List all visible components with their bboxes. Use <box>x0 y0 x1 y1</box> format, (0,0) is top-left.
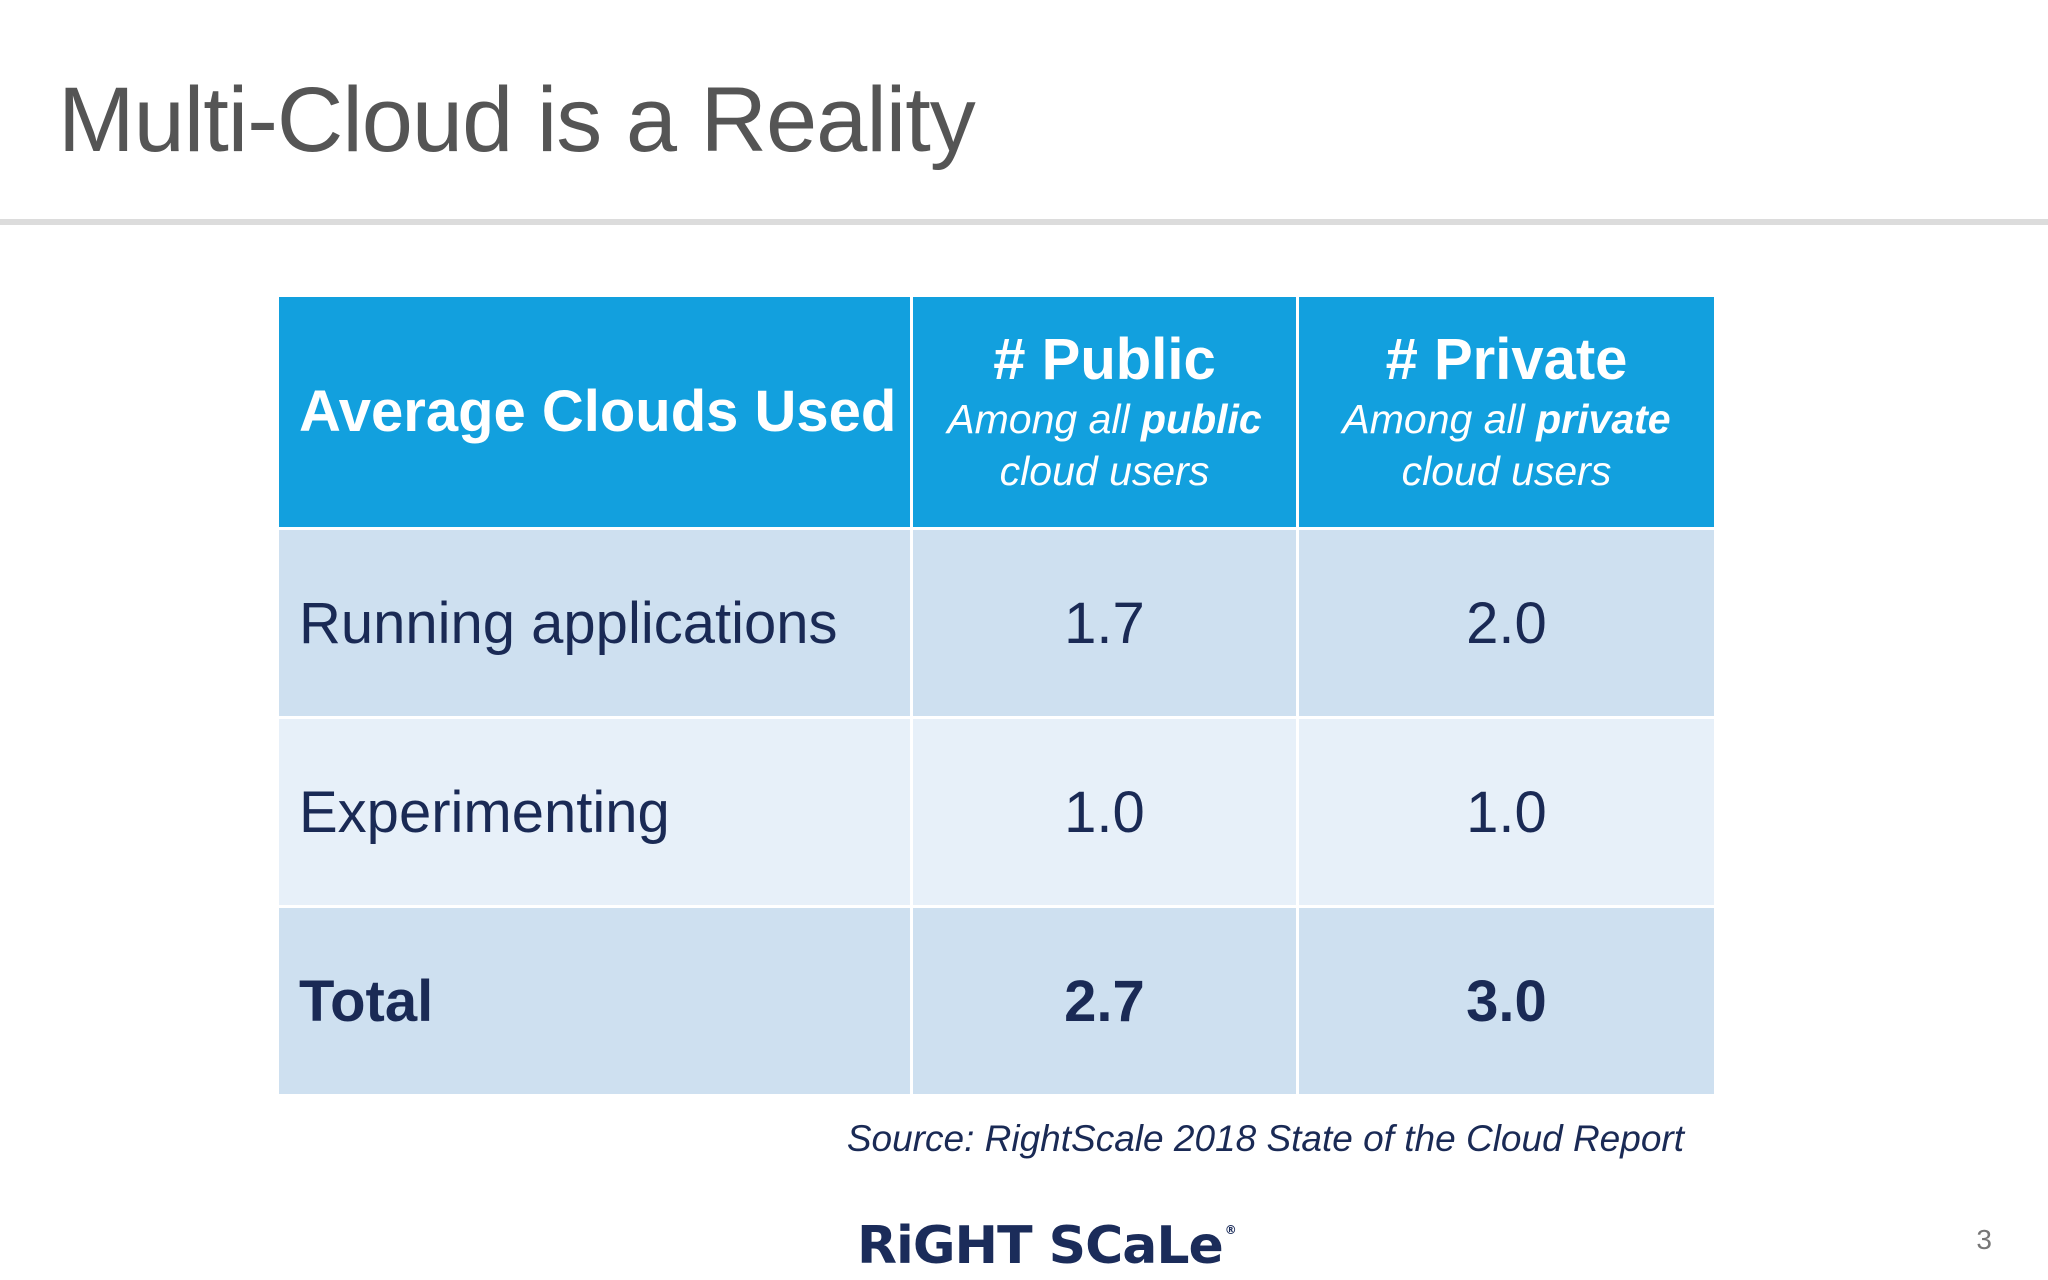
header-public-subtitle: Among all public cloud users <box>947 396 1262 494</box>
registered-mark: ® <box>1224 1223 1237 1237</box>
header-private-subtitle: Among all private cloud users <box>1342 396 1671 494</box>
rightscale-logo: RiGHT SCaLe ® <box>857 1216 1237 1276</box>
header-public: # Public Among all public cloud users <box>910 294 1299 530</box>
public-value: 1.0 <box>910 716 1299 908</box>
source-citation: Source: RightScale 2018 State of the Clo… <box>846 1118 1684 1159</box>
row-label: Total <box>276 905 913 1097</box>
private-value: 3.0 <box>1296 905 1717 1097</box>
public-value: 1.7 <box>910 527 1299 719</box>
public-value: 2.7 <box>910 905 1299 1097</box>
header-private-title: # Private <box>1385 327 1628 392</box>
table-row: Running applications 1.7 2.0 <box>276 527 1717 719</box>
row-label: Running applications <box>276 527 913 719</box>
slide-title: Multi-Cloud is a Reality <box>58 69 976 171</box>
table-header-row: Average Clouds Used # Public Among all p… <box>276 294 1717 530</box>
page-number: 3 <box>1976 1224 1992 1255</box>
header-average-clouds: Average Clouds Used <box>276 294 913 530</box>
table-row: Experimenting 1.0 1.0 <box>276 716 1717 908</box>
row-label: Experimenting <box>276 716 913 908</box>
header-public-title: # Public <box>993 327 1216 392</box>
private-value: 1.0 <box>1296 716 1717 908</box>
table-row-total: Total 2.7 3.0 <box>276 905 1717 1097</box>
header-private: # Private Among all private cloud users <box>1296 294 1717 530</box>
private-value: 2.0 <box>1296 527 1717 719</box>
clouds-table: Average Clouds Used # Public Among all p… <box>276 294 1717 1097</box>
title-divider <box>0 219 2048 225</box>
